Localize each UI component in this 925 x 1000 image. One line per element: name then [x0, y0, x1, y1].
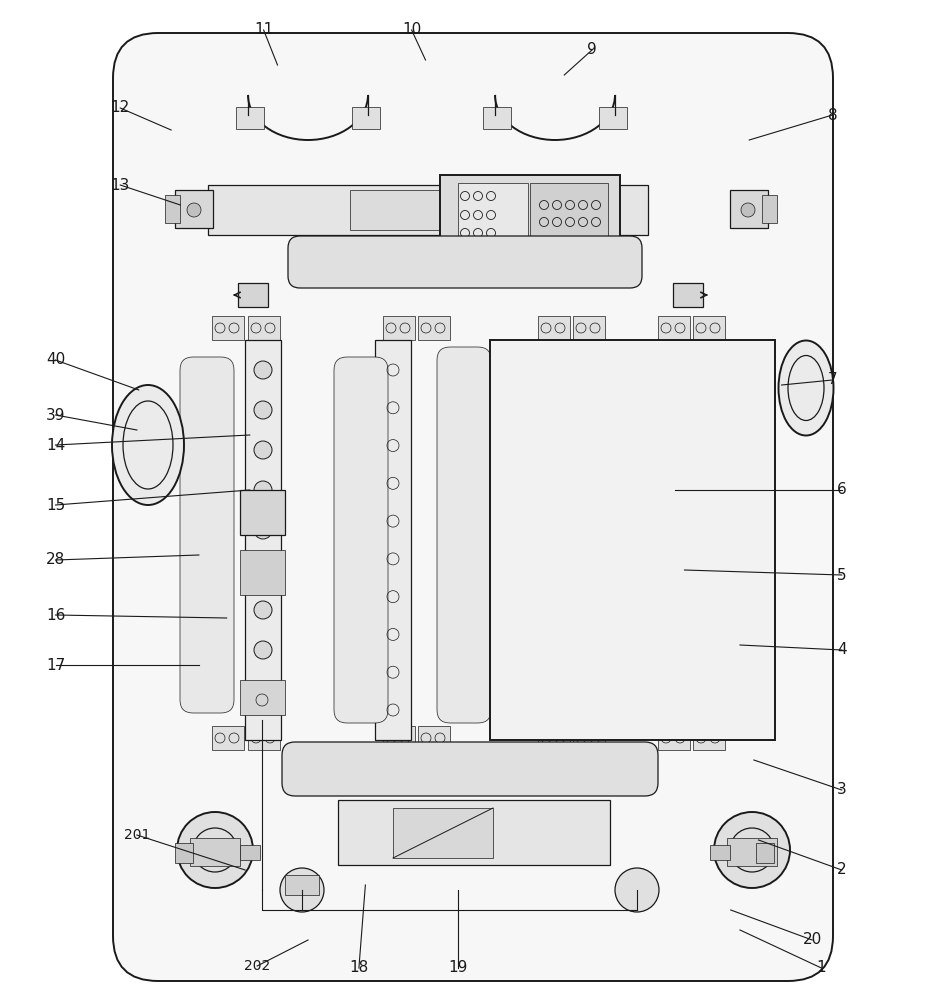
Circle shape — [714, 812, 790, 888]
Text: 7: 7 — [828, 372, 837, 387]
Text: 15: 15 — [46, 497, 65, 512]
Bar — [440, 175, 620, 253]
Bar — [599, 107, 627, 129]
Bar — [383, 316, 415, 340]
Bar — [490, 340, 775, 740]
Bar — [338, 800, 610, 865]
Bar — [240, 680, 285, 715]
Bar — [538, 316, 570, 340]
Bar — [756, 843, 774, 863]
Bar — [240, 550, 285, 595]
Bar — [350, 190, 550, 230]
Text: 12: 12 — [111, 101, 130, 115]
Bar — [165, 195, 180, 223]
Circle shape — [615, 868, 659, 912]
Bar — [727, 838, 777, 866]
Circle shape — [254, 641, 272, 659]
Bar — [658, 316, 690, 340]
Text: 3: 3 — [837, 782, 846, 798]
Text: 8: 8 — [828, 107, 837, 122]
Bar — [190, 838, 240, 866]
Bar — [212, 726, 244, 750]
Text: 6: 6 — [837, 483, 846, 497]
Bar — [573, 316, 605, 340]
Bar — [212, 316, 244, 340]
Bar — [693, 726, 725, 750]
Bar — [693, 316, 725, 340]
Bar — [175, 843, 193, 863]
Bar — [418, 726, 450, 750]
Bar — [245, 340, 281, 740]
FancyBboxPatch shape — [113, 33, 833, 981]
Circle shape — [254, 481, 272, 499]
Ellipse shape — [779, 340, 833, 436]
Text: 9: 9 — [587, 42, 597, 57]
Bar — [248, 726, 280, 750]
Bar — [418, 316, 450, 340]
Bar — [458, 183, 528, 245]
Bar — [658, 726, 690, 750]
Bar — [248, 316, 280, 340]
Bar — [375, 340, 411, 740]
Bar — [383, 726, 415, 750]
Bar — [240, 490, 285, 535]
Bar — [352, 107, 380, 129]
FancyBboxPatch shape — [288, 236, 642, 288]
Circle shape — [254, 521, 272, 539]
Ellipse shape — [112, 385, 184, 505]
Circle shape — [254, 601, 272, 619]
Text: 14: 14 — [46, 438, 65, 452]
Circle shape — [280, 868, 324, 912]
Text: 13: 13 — [111, 178, 130, 192]
Bar — [483, 107, 511, 129]
Circle shape — [254, 361, 272, 379]
Bar — [673, 283, 703, 307]
Text: 19: 19 — [449, 960, 467, 976]
Bar — [762, 195, 777, 223]
Text: 17: 17 — [46, 658, 65, 672]
Circle shape — [254, 441, 272, 459]
Bar — [240, 845, 260, 860]
Circle shape — [254, 561, 272, 579]
Bar — [538, 726, 570, 750]
Bar — [730, 190, 768, 228]
Text: 202: 202 — [244, 959, 270, 973]
FancyBboxPatch shape — [180, 357, 234, 713]
Bar — [393, 808, 493, 858]
Circle shape — [177, 812, 253, 888]
Circle shape — [741, 203, 755, 217]
Bar — [710, 845, 730, 860]
Bar — [285, 875, 319, 895]
Text: 39: 39 — [45, 408, 66, 422]
FancyBboxPatch shape — [334, 357, 388, 723]
Bar — [208, 185, 648, 235]
Bar — [175, 190, 213, 228]
Text: 18: 18 — [350, 960, 368, 976]
FancyBboxPatch shape — [282, 742, 658, 796]
Text: 1: 1 — [817, 960, 826, 976]
Text: 28: 28 — [46, 552, 65, 568]
FancyBboxPatch shape — [437, 347, 491, 723]
Bar — [236, 107, 264, 129]
Text: 10: 10 — [402, 22, 421, 37]
Text: 20: 20 — [803, 932, 821, 948]
Text: 2: 2 — [837, 862, 846, 878]
Bar — [238, 283, 268, 307]
Circle shape — [254, 401, 272, 419]
Text: 16: 16 — [46, 607, 65, 622]
Text: 11: 11 — [254, 22, 273, 37]
Text: 201: 201 — [124, 828, 150, 842]
Text: 5: 5 — [837, 568, 846, 582]
Bar — [530, 183, 608, 245]
Text: 40: 40 — [46, 353, 65, 367]
Text: 4: 4 — [837, 643, 846, 658]
Circle shape — [187, 203, 201, 217]
Bar — [573, 726, 605, 750]
